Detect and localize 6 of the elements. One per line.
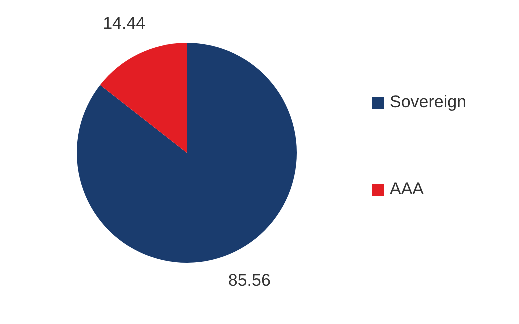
pie-slice <box>100 43 187 153</box>
data-label: 14.44 <box>103 14 146 33</box>
pie-slice <box>77 43 297 263</box>
data-label: 85.56 <box>228 271 271 290</box>
legend-label: Sovereign <box>390 92 467 112</box>
legend-label: AAA <box>390 179 425 198</box>
